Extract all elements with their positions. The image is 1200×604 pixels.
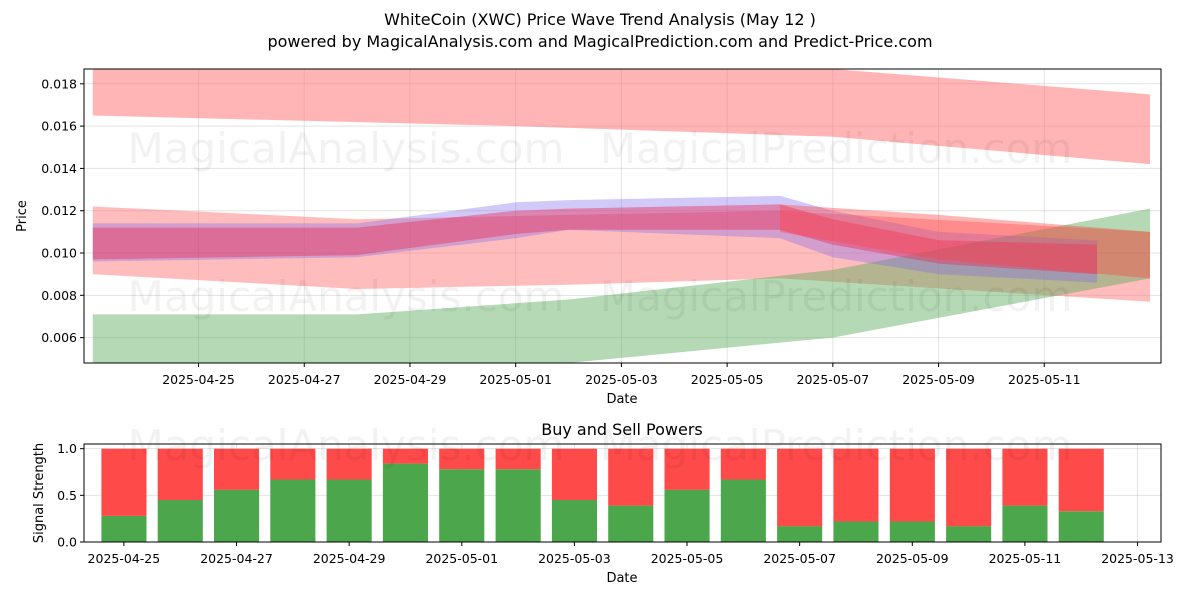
buy-power-bar	[777, 526, 823, 542]
buy-power-bar	[946, 526, 992, 542]
sell-power-bar	[720, 448, 766, 480]
price-x-tick-label: 2025-04-25	[162, 372, 235, 387]
watermark-prediction: MagicalPrediction.com	[600, 124, 1073, 173]
sell-power-bar	[1002, 448, 1048, 506]
buy-power-bar	[1002, 505, 1048, 542]
signal-bars	[101, 448, 1104, 542]
sell-power-bar	[664, 448, 710, 490]
price-y-tick-label: 0.018	[41, 76, 77, 91]
buy-power-bar	[439, 469, 485, 542]
buy-power-bar	[720, 479, 766, 542]
buy-power-bar	[889, 521, 935, 542]
signal-x-axis-label: Date	[606, 571, 637, 586]
signal-x-tick-label: 2025-05-01	[425, 551, 498, 566]
price-y-tick-label: 0.006	[41, 330, 77, 345]
sell-power-bar	[382, 448, 428, 464]
price-y-axis-label: Price	[15, 200, 30, 232]
buy-power-bar	[157, 500, 203, 542]
signal-x-tick-label: 2025-05-07	[763, 551, 836, 566]
buy-power-bar	[101, 515, 147, 542]
signal-x-tick-label: 2025-05-09	[876, 551, 949, 566]
buy-power-bar	[664, 489, 710, 542]
signal-x-axis: 2025-04-25 2025-04-27 2025-04-29 2025-05-01…	[88, 542, 1174, 566]
signal-y-tick-label: 0.5	[57, 488, 77, 503]
watermark-prediction: MagicalPrediction.com	[600, 421, 1073, 470]
sell-power-bar	[270, 448, 316, 480]
price-x-axis: 2025-04-25 2025-04-27 2025-04-29 2025-05-01…	[162, 363, 1081, 387]
signal-x-tick-label: 2025-04-25	[88, 551, 161, 566]
price-panel: MagicalAnalysis.com MagicalPrediction.co…	[15, 68, 1162, 407]
buy-power-bar	[214, 489, 260, 542]
chart-subtitle: powered by MagicalAnalysis.com and Magic…	[267, 32, 932, 51]
watermark-prediction: MagicalPrediction.com	[600, 272, 1073, 321]
buy-power-bar	[1058, 511, 1104, 542]
sell-power-bar	[495, 448, 541, 470]
buy-power-bar	[270, 479, 316, 542]
price-wave-band	[92, 208, 1150, 363]
price-y-tick-label: 0.010	[41, 246, 77, 261]
signal-x-tick-label: 2025-05-13	[1101, 551, 1174, 566]
price-x-axis-label: Date	[606, 392, 637, 407]
buy-power-bar	[608, 505, 654, 542]
price-wave-band	[92, 195, 1098, 283]
signal-x-tick-label: 2025-05-11	[989, 551, 1062, 566]
price-x-tick-label: 2025-05-03	[585, 372, 658, 387]
signal-plot-frame	[83, 443, 1162, 543]
price-wave-band	[92, 69, 1150, 165]
price-x-tick-label: 2025-05-07	[797, 372, 870, 387]
signal-x-tick-label: 2025-05-05	[651, 551, 724, 566]
signal-panel-title: Buy and Sell Powers	[541, 420, 703, 439]
price-x-tick-label: 2025-05-09	[902, 372, 975, 387]
signal-x-tick-label: 2025-04-27	[200, 551, 273, 566]
sell-power-bar	[101, 448, 147, 516]
sell-power-bar	[889, 448, 935, 522]
sell-power-bar	[214, 448, 260, 490]
watermark-analysis: MagicalAnalysis.com	[128, 124, 565, 173]
sell-power-bar	[1058, 448, 1104, 512]
sell-power-bar	[551, 448, 597, 500]
buy-power-bar	[495, 469, 541, 542]
price-y-tick-label: 0.008	[41, 288, 77, 303]
price-x-tick-label: 2025-05-05	[691, 372, 764, 387]
signal-y-tick-label: 1.0	[57, 441, 77, 456]
price-wave-bands	[92, 69, 1150, 363]
price-y-tick-label: 0.016	[41, 119, 77, 134]
buy-power-bar	[382, 463, 428, 542]
signal-x-tick-label: 2025-05-03	[538, 551, 611, 566]
signal-y-axis-label: Signal Strength	[32, 443, 47, 543]
price-y-tick-label: 0.014	[41, 161, 77, 176]
price-wave-band	[92, 204, 1098, 275]
sell-power-bar	[157, 448, 203, 500]
price-x-tick-label: 2025-05-11	[1008, 372, 1081, 387]
price-plot-frame	[83, 68, 1162, 364]
sell-power-bar	[833, 448, 879, 522]
sell-power-bar	[439, 448, 485, 470]
price-y-axis: 0.006 0.008 0.010 0.012 0.014 0.016 0.018	[41, 76, 84, 345]
price-wave-band	[92, 206, 1150, 302]
signal-panel: Buy and Sell Powers MagicalAnalysis.com …	[32, 420, 1174, 586]
sell-power-bar	[608, 448, 654, 506]
sell-power-bar	[946, 448, 992, 527]
signal-y-tick-label: 0.0	[57, 535, 77, 550]
chart-title: WhiteCoin (XWC) Price Wave Trend Analysi…	[384, 10, 816, 29]
buy-power-bar	[326, 479, 372, 542]
watermark-analysis: MagicalAnalysis.com	[128, 272, 565, 321]
price-y-tick-label: 0.012	[41, 203, 77, 218]
sell-power-bar	[777, 448, 823, 527]
signal-y-axis: 0.0 0.5 1.0	[57, 441, 84, 550]
buy-power-bar	[551, 500, 597, 542]
price-wave-band	[780, 204, 1150, 279]
signal-x-tick-label: 2025-04-29	[313, 551, 386, 566]
price-x-tick-label: 2025-05-01	[479, 372, 552, 387]
price-x-tick-label: 2025-04-29	[374, 372, 447, 387]
sell-power-bar	[326, 448, 372, 480]
buy-power-bar	[833, 521, 879, 542]
watermark-analysis: MagicalAnalysis.com	[128, 421, 565, 470]
price-x-tick-label: 2025-04-27	[268, 372, 341, 387]
